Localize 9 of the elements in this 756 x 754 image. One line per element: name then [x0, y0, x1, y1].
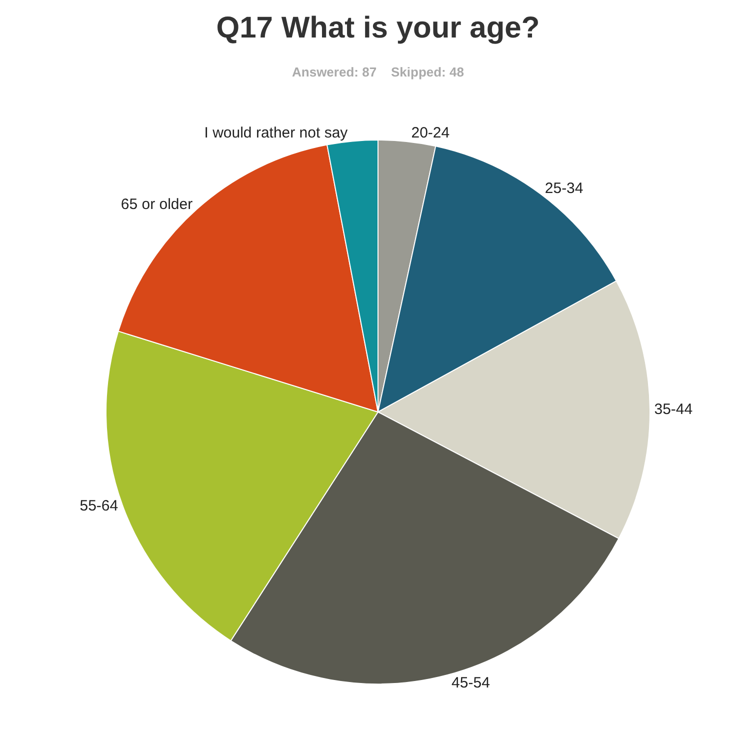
- slice-label: 55-64: [80, 497, 118, 514]
- slice-label: 35-44: [654, 400, 693, 418]
- chart-title: Q17 What is your age?: [216, 12, 540, 45]
- chart-subtitle: Answered: 87 Skipped: 48: [292, 64, 464, 80]
- slice-label: 20-24: [411, 124, 450, 142]
- slice-label: 65 or older: [120, 196, 193, 213]
- slice-label: I would rather not say: [204, 124, 348, 142]
- slice-label: 25-34: [544, 180, 584, 198]
- slice-label: 45-54: [452, 674, 490, 692]
